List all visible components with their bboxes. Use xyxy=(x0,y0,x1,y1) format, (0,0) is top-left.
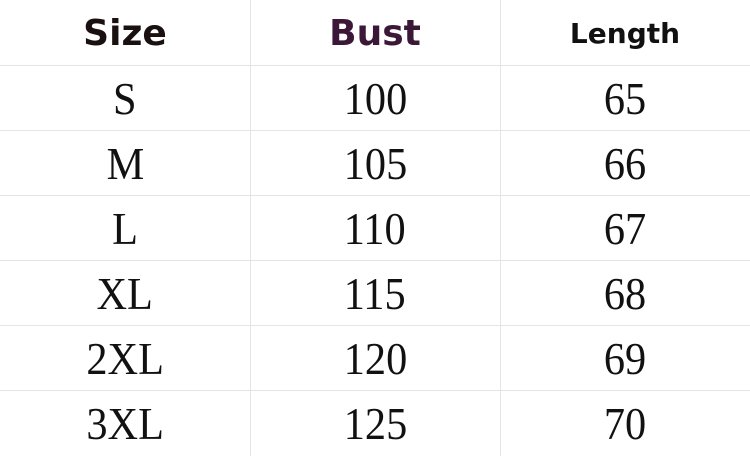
row-divider xyxy=(0,260,750,261)
table-cell: 105 xyxy=(250,131,500,196)
cell-text: S xyxy=(113,73,137,124)
table-cell: 3XL xyxy=(0,391,250,456)
row-divider xyxy=(0,390,750,391)
cell-text: 66 xyxy=(603,138,647,189)
cell-text: 3XL xyxy=(86,398,164,449)
table-cell: 69 xyxy=(500,326,750,391)
table-cell: S xyxy=(0,66,250,131)
cell-text: 67 xyxy=(603,203,647,254)
table-cell: 66 xyxy=(500,131,750,196)
table-cell: M xyxy=(0,131,250,196)
column-divider xyxy=(250,0,251,456)
row-divider xyxy=(0,130,750,131)
cell-text: 120 xyxy=(343,333,407,384)
cell-text: 100 xyxy=(343,73,407,124)
column-divider xyxy=(500,0,501,456)
cell-text: 2XL xyxy=(86,333,164,384)
table-cell: 2XL xyxy=(0,326,250,391)
table-cell: 120 xyxy=(250,326,500,391)
header-cell: Bust xyxy=(329,12,421,54)
cell-text: 69 xyxy=(603,333,647,384)
cell-text: L xyxy=(112,203,138,254)
row-divider xyxy=(0,325,750,326)
cell-text: 115 xyxy=(344,268,406,319)
table-cell: 67 xyxy=(500,196,750,261)
table-cell: 115 xyxy=(250,261,500,326)
cell-text: XL xyxy=(96,268,154,319)
header-cell: Size xyxy=(83,12,167,54)
cell-text: 125 xyxy=(343,398,407,449)
table-cell: 100 xyxy=(250,66,500,131)
cell-text: 105 xyxy=(343,138,407,189)
cell-text: 110 xyxy=(344,203,406,254)
cell-text: 70 xyxy=(603,398,647,449)
row-divider xyxy=(0,65,750,66)
table-cell: L xyxy=(0,196,250,261)
table-cell: 65 xyxy=(500,66,750,131)
cell-text: 65 xyxy=(603,73,647,124)
cell-text: 68 xyxy=(603,268,647,319)
table-cell: 70 xyxy=(500,391,750,456)
table-cell: 68 xyxy=(500,261,750,326)
table-cell: 110 xyxy=(250,196,500,261)
header-cell: Length xyxy=(569,16,681,50)
table-cell: XL xyxy=(0,261,250,326)
table-cell: 125 xyxy=(250,391,500,456)
row-divider xyxy=(0,195,750,196)
cell-text: M xyxy=(106,138,144,189)
